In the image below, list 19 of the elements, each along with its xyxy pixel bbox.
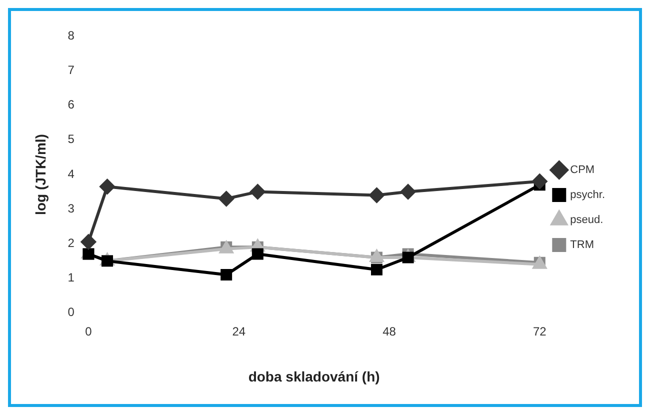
legend-label: TRM xyxy=(570,239,594,252)
legend-label: psychr. xyxy=(570,189,606,202)
legend-label: CPM xyxy=(570,164,595,176)
y-tick-label: 5 xyxy=(68,132,75,146)
y-tick-label: 3 xyxy=(68,201,75,216)
x-tick-label: 24 xyxy=(232,324,246,338)
y-tick-label: 6 xyxy=(68,98,75,112)
x-tick-label: 72 xyxy=(532,324,547,338)
y-tick-label: 8 xyxy=(68,28,75,43)
y-tick-label: 7 xyxy=(68,63,75,78)
x-axis-title: doba skladování (h) xyxy=(248,368,380,384)
x-tick-label: 48 xyxy=(382,324,396,338)
y-tick-label: 4 xyxy=(68,166,75,181)
y-axis-title: log (JTK/ml) xyxy=(32,134,48,215)
legend-label: pseud. xyxy=(570,214,604,226)
y-tick-label: 0 xyxy=(68,305,75,320)
x-tick-label: 0 xyxy=(85,324,92,338)
y-tick-label: 2 xyxy=(68,236,75,250)
y-tick-label: 1 xyxy=(68,270,75,285)
